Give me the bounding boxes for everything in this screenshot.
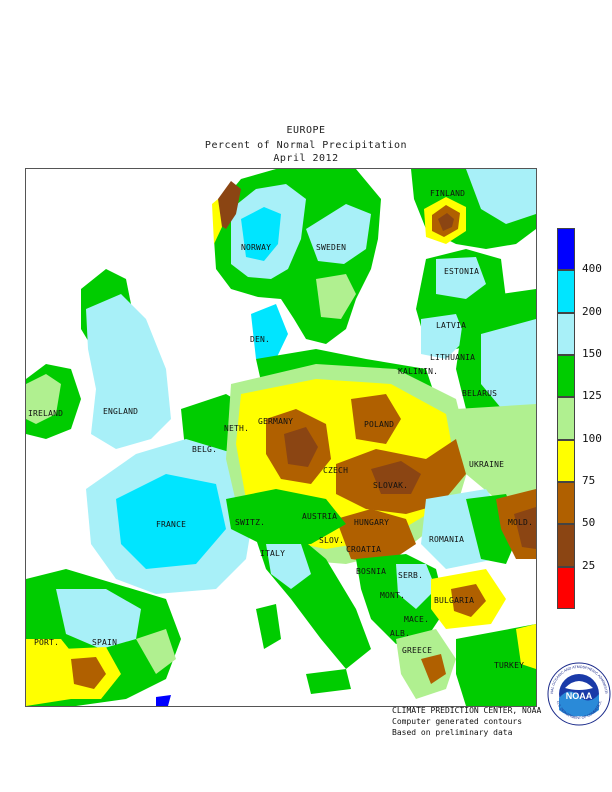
credit-method: Computer generated contours bbox=[392, 717, 523, 726]
region-turkey bbox=[456, 624, 536, 706]
label-norway: NORWAY bbox=[241, 243, 272, 252]
region-norway-cyan bbox=[241, 207, 281, 261]
label-latvia: LATVIA bbox=[436, 321, 467, 330]
precipitation-map: FINLAND NORWAY SWEDEN ESTONIA LATVIA DEN… bbox=[25, 168, 537, 707]
legend-tick-label: 100 bbox=[582, 431, 602, 445]
label-belgium: BELG. bbox=[192, 445, 218, 454]
region-belarus-blue bbox=[481, 319, 536, 419]
label-slovakia: SLOVAK. bbox=[373, 481, 409, 490]
legend-bin bbox=[557, 566, 575, 609]
legend-tick-label: 50 bbox=[582, 516, 596, 530]
label-lithuania: LITHUANIA bbox=[430, 353, 476, 362]
label-bulgaria: BULGARIA bbox=[434, 596, 475, 605]
legend-bin bbox=[557, 270, 575, 313]
label-serbia: SERB. bbox=[398, 571, 424, 580]
noaa-logo-text: NOAA bbox=[566, 691, 593, 701]
label-ireland: IRELAND bbox=[28, 409, 64, 418]
region-sweden-blue bbox=[306, 204, 371, 264]
label-poland: POLAND bbox=[364, 420, 395, 429]
legend-bin bbox=[557, 228, 575, 271]
label-germany: GERMANY bbox=[258, 417, 294, 426]
legend-tick-label: 75 bbox=[582, 473, 596, 487]
region-iberia-blue bbox=[56, 589, 141, 649]
label-spain: SPAIN bbox=[92, 638, 118, 647]
label-belarus: BELARUS bbox=[462, 389, 498, 398]
label-austria: AUSTRIA bbox=[302, 512, 338, 521]
legend-bin bbox=[557, 397, 575, 440]
label-croatia: CROATIA bbox=[346, 545, 382, 554]
region-spain-east-lightgreen bbox=[136, 629, 176, 674]
credit-note: Based on preliminary data bbox=[392, 728, 513, 737]
map-subtitle: Percent of Normal Precipitation bbox=[204, 140, 408, 151]
label-montenegro: MONT. bbox=[380, 591, 406, 600]
label-estonia: ESTONIA bbox=[444, 267, 480, 276]
label-slovenia: SLOV. bbox=[319, 536, 345, 545]
credit-source: CLIMATE PREDICTION CENTER, NOAA bbox=[392, 706, 542, 715]
label-switzerland: SWITZ. bbox=[235, 518, 266, 527]
legend-tick-label: 125 bbox=[582, 389, 602, 403]
region-turkey-dry bbox=[516, 624, 536, 669]
noaa-logo: NOAA NATIONAL OCEANIC AND ATMOSPHERIC AD… bbox=[547, 662, 611, 726]
label-albania: ALB. bbox=[390, 629, 411, 638]
label-turkey: TURKEY bbox=[494, 661, 525, 670]
map-canvas bbox=[26, 169, 536, 706]
region-hungary-croatia-brown bbox=[336, 509, 416, 564]
legend-bin bbox=[557, 481, 575, 525]
legend-bin bbox=[557, 312, 575, 355]
legend-bin bbox=[557, 439, 575, 482]
region-balearic-blue bbox=[156, 695, 171, 706]
region-moldova-core bbox=[514, 507, 536, 549]
label-hungary: HUNGARY bbox=[354, 518, 390, 527]
region-alps bbox=[226, 489, 346, 544]
label-moldova: MOLD. bbox=[508, 518, 534, 527]
map-period: April 2012 bbox=[273, 153, 339, 164]
region-denmark bbox=[251, 304, 288, 359]
legend-tick-label: 25 bbox=[582, 558, 596, 572]
label-france: FRANCE bbox=[156, 520, 187, 529]
label-portugal: PORT. bbox=[34, 638, 60, 647]
legend-bin bbox=[557, 524, 575, 567]
region-finland-blue bbox=[466, 169, 536, 224]
legend-tick-label: 400 bbox=[582, 262, 602, 276]
label-macedonia: MACE. bbox=[404, 615, 430, 624]
region-britain bbox=[86, 294, 171, 449]
region-norway-coast-dry bbox=[218, 181, 241, 229]
label-romania: ROMANIA bbox=[429, 535, 465, 544]
region-sweden-lightgreen bbox=[316, 274, 356, 319]
label-bosnia: BOSNIA bbox=[356, 567, 387, 576]
region-lithuania-blue bbox=[421, 314, 466, 359]
label-greece: GREECE bbox=[402, 646, 433, 655]
label-england: ENGLAND bbox=[103, 407, 139, 416]
region-italy-blue bbox=[266, 544, 311, 589]
label-netherlands: NETH. bbox=[224, 424, 250, 433]
legend-tick-label: 150 bbox=[582, 346, 602, 360]
region-sardinia bbox=[256, 604, 281, 649]
region-estonia-latvia-blue bbox=[436, 257, 486, 299]
region-bulgaria-brown bbox=[451, 584, 486, 617]
label-denmark: DEN. bbox=[250, 335, 271, 344]
region-serbia-blue bbox=[396, 564, 436, 609]
label-sweden: SWEDEN bbox=[316, 243, 347, 252]
region-finland-dry-core bbox=[438, 213, 454, 231]
legend-tick-label: 200 bbox=[582, 304, 602, 318]
legend-bin bbox=[557, 354, 575, 398]
region-france-cyan bbox=[116, 474, 226, 569]
region-ukraine bbox=[456, 404, 536, 499]
region-ireland-yellow bbox=[26, 374, 61, 424]
region-greece-dry bbox=[421, 654, 446, 684]
label-italy: ITALY bbox=[260, 549, 286, 558]
label-ukraine: UKRAINE bbox=[469, 460, 505, 469]
region-poland-brown bbox=[351, 394, 401, 444]
region-sicily bbox=[306, 669, 351, 694]
region-germany-core bbox=[284, 427, 318, 467]
region-slovak-core bbox=[371, 461, 421, 494]
map-region-title: EUROPE bbox=[286, 125, 326, 136]
label-finland: FINLAND bbox=[430, 189, 466, 198]
label-kaliningrad: KALININ. bbox=[398, 367, 439, 376]
label-czech: CZECH bbox=[323, 466, 349, 475]
region-spain-south-brown bbox=[71, 657, 106, 689]
region-norway-coast-yellow bbox=[212, 199, 222, 244]
